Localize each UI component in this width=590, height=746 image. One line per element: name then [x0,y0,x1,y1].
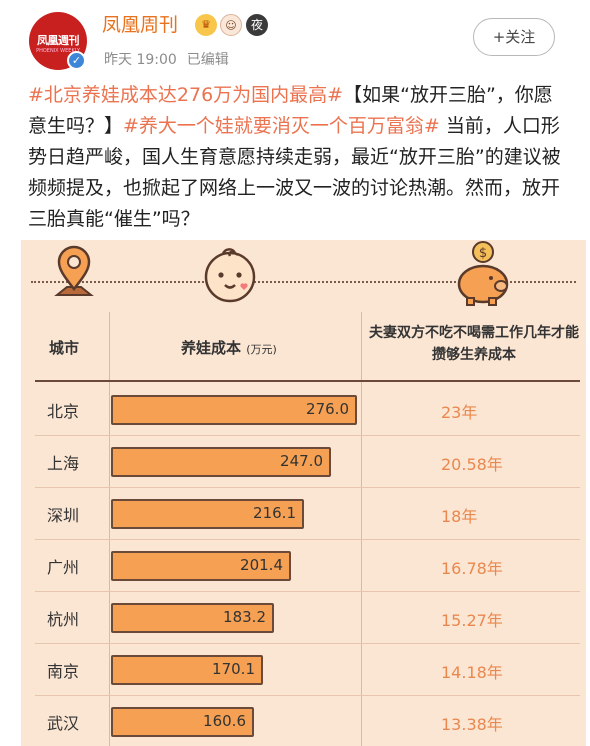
cost-bar [111,655,263,685]
row-separator [35,591,580,592]
years-value: 23年 [441,403,478,422]
post-text-segment: 【如果“放开三胎”，你愿意生吗？】 [28,84,553,137]
row-separator [35,487,580,488]
column-divider [361,312,362,746]
crown-icon[interactable]: ♛ [195,14,217,36]
column-header-cost: 养娃成本 (万元) [181,337,277,358]
years-value: 20.58年 [441,455,503,474]
table-row: 上海 247.0 20.58年 [21,436,586,488]
city-label: 上海 [47,454,80,473]
table-row: 武汉 160.6 13.38年 [21,696,586,746]
post-time[interactable]: 昨天 19:00 [104,52,177,68]
cost-value-label: 183.2 [223,608,266,626]
cost-value-label: 276.0 [306,400,349,418]
column-header-cost-unit: (万元) [246,343,277,356]
cost-value-label: 170.1 [212,660,255,678]
post-header: 凤凰週刊 PHOENIX WEEKLY ✓ 凤凰周刊 ♛ ☺ 夜 昨天 19:0… [0,0,590,80]
table-row: 深圳 216.1 18年 [21,488,586,540]
table-row: 杭州 183.2 15.27年 [21,592,586,644]
infographic-image[interactable]: $ 城市 养娃成本 (万元) 夫妻双方不吃不喝需工作几年才能攒够生养成本 北京 2… [21,240,586,746]
years-value: 14.18年 [441,663,503,682]
account-name[interactable]: 凤凰周刊 [102,14,179,36]
follow-button[interactable]: +关注 [473,18,555,56]
years-value: 13.38年 [441,715,503,734]
city-label: 南京 [47,662,80,681]
location-pin-icon [54,245,94,296]
table-row: 北京 276.0 23年 [21,384,586,436]
row-separator [35,695,580,696]
post-meta: 昨天 19:00 已编辑 [104,49,229,69]
cost-bar [111,395,357,425]
row-separator [35,539,580,540]
hashtag-link[interactable]: #养大一个娃就要消灭一个百万富翁# [123,115,440,137]
years-value: 15.27年 [441,611,503,630]
column-divider [109,312,110,746]
night-icon[interactable]: 夜 [246,14,268,36]
cost-value-label: 216.1 [253,504,296,522]
post-text: #北京养娃成本达276万为国内最高#【如果“放开三胎”，你愿意生吗？】#养大一个… [28,80,568,235]
city-label: 深圳 [47,506,80,525]
cost-value-label: 201.4 [240,556,283,574]
cost-bar [111,551,291,581]
avatar-logo-subtext: PHOENIX WEEKLY [36,48,80,54]
row-separator [35,643,580,644]
hashtag-link[interactable]: #北京养娃成本达276万为国内最高# [28,84,344,106]
column-header-cost-label: 养娃成本 [181,339,242,357]
cost-value-label: 247.0 [280,452,323,470]
column-header-city: 城市 [49,339,80,357]
city-label: 杭州 [47,610,80,629]
table-row: 南京 170.1 14.18年 [21,644,586,696]
years-value: 16.78年 [441,559,503,578]
years-value: 18年 [441,507,478,526]
piggy-bank-icon: $ [457,241,509,306]
cost-bar [111,707,254,737]
city-label: 广州 [47,558,80,577]
header-rule [35,380,580,382]
cost-bar [111,447,331,477]
cost-value-label: 160.6 [203,712,246,730]
city-label: 北京 [47,402,80,421]
face-icon[interactable]: ☺ [220,14,242,36]
cost-bar [111,499,304,529]
checkmark-icon: ✓ [67,51,86,70]
dotted-divider [31,281,576,283]
avatar-logo-text: 凤凰週刊 [37,34,80,47]
baby-face-icon [204,248,256,303]
city-label: 武汉 [47,714,80,733]
cost-bar [111,603,274,633]
avatar[interactable]: 凤凰週刊 PHOENIX WEEKLY [29,12,87,70]
post-text-segment: 当前，人口形势日趋严峻，国人生育意愿持续走弱，最近“放开三胎”的建议被频频提及，… [28,115,561,230]
table-row: 广州 201.4 16.78年 [21,540,586,592]
svg-text:$: $ [479,246,487,261]
column-header-years: 夫妻双方不吃不喝需工作几年才能攒够生养成本 [369,325,579,363]
icon-row: $ [21,240,586,312]
edited-label[interactable]: 已编辑 [186,52,229,68]
row-separator [35,435,580,436]
